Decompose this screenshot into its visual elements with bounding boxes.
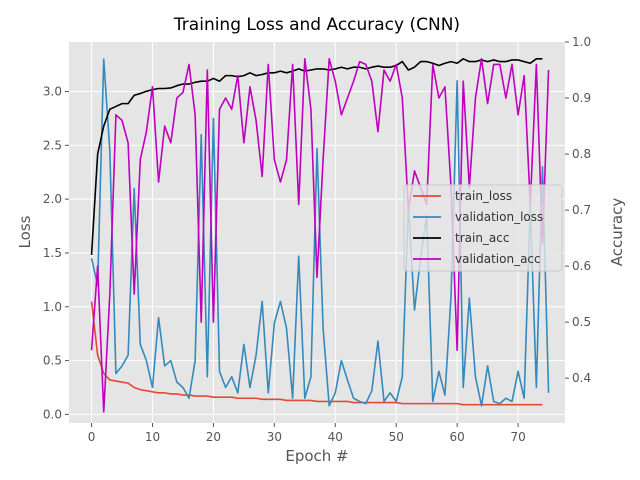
legend-label-train-loss: train_loss bbox=[455, 189, 512, 203]
series-layer bbox=[90, 58, 550, 413]
y-right-tick-label: 0.6 bbox=[572, 259, 591, 273]
x-tick-label: 60 bbox=[450, 430, 465, 444]
series-line-train-acc bbox=[90, 58, 543, 255]
legend-label-train-acc: train_acc bbox=[455, 231, 509, 245]
y-left-tick-label: 1.5 bbox=[43, 246, 62, 260]
series-line-validation-loss bbox=[90, 58, 550, 407]
x-tick-label: 10 bbox=[145, 430, 160, 444]
grid bbox=[69, 42, 565, 423]
ticks-layer: 0 10 20 30 40 50 60 70 0.0 0.5 1.0 1.5 2.0 2.5 3.0 0.4 0… bbox=[43, 35, 591, 444]
y-left-tick-label: 1.0 bbox=[43, 300, 62, 314]
x-tick-label: 20 bbox=[206, 430, 221, 444]
y-right-tick-label: 0.9 bbox=[572, 91, 591, 105]
y-left-tick-label: 0.5 bbox=[43, 354, 62, 368]
legend-box bbox=[403, 184, 563, 272]
y-left-tick-label: 2.5 bbox=[43, 138, 62, 152]
x-tick-label: 40 bbox=[328, 430, 343, 444]
y-axis-right-title: Accuracy bbox=[608, 198, 626, 267]
series-line-validation-acc bbox=[90, 58, 550, 413]
legend-label-validation-acc: validation_acc bbox=[455, 252, 541, 266]
chart-title: Training Loss and Accuracy (CNN) bbox=[173, 15, 460, 35]
y-right-tick-label: 0.7 bbox=[572, 203, 591, 217]
y-left-tick-label: 0.0 bbox=[43, 407, 62, 421]
legend: train_loss validation_loss train_accvalida… bbox=[403, 184, 563, 272]
y-right-tick-label: 0.4 bbox=[572, 371, 591, 385]
y-axis-left-title: Loss bbox=[16, 215, 34, 248]
y-left-tick-label: 3.0 bbox=[43, 85, 62, 99]
legend-label-validation-loss: validation_loss bbox=[455, 210, 543, 224]
x-axis-title: Epoch # bbox=[285, 447, 348, 465]
y-right-tick-label: 0.5 bbox=[572, 315, 591, 329]
x-tick-label: 50 bbox=[389, 430, 404, 444]
y-right-tick-label: 1.0 bbox=[572, 35, 591, 49]
series-line-train-loss bbox=[90, 301, 543, 406]
x-tick-label: 0 bbox=[88, 430, 96, 444]
y-right-tick-label: 0.8 bbox=[572, 147, 591, 161]
x-tick-label: 70 bbox=[510, 430, 525, 444]
x-tick-label: 30 bbox=[267, 430, 282, 444]
y-left-tick-label: 2.0 bbox=[43, 192, 62, 206]
